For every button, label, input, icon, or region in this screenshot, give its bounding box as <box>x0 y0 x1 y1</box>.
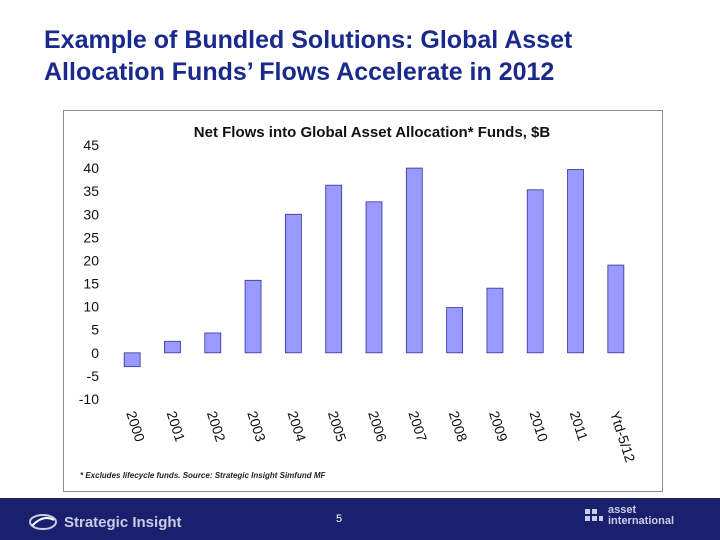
bars <box>123 167 625 368</box>
x-tick-label: 2006 <box>365 409 390 444</box>
y-tick-label: 40 <box>83 160 99 176</box>
y-tick-label: 35 <box>83 183 99 199</box>
logo-grid-icon <box>585 509 603 521</box>
bar-2005 <box>325 184 343 354</box>
y-tick-label: -10 <box>79 391 99 407</box>
bar-chart: Net Flows into Global Asset Allocation* … <box>79 124 639 464</box>
x-tick-label: 2008 <box>446 409 471 444</box>
x-axis-ticks: 2000 2001 2002 2003 2004 2005 2006 2007 2008 2009… <box>123 409 638 464</box>
x-tick-label: 2009 <box>486 409 511 444</box>
y-axis-ticks: 45 40 35 30 25 20 15 10 5 0 -5 -10 <box>79 137 99 407</box>
y-tick-label: 25 <box>83 229 99 245</box>
y-tick-label: 0 <box>91 345 99 361</box>
x-tick-label: 2010 <box>526 409 551 444</box>
slide-title: Example of Bundled Solutions: Global Ass… <box>44 24 704 88</box>
asset-text: asset <box>608 504 637 516</box>
bar-2010 <box>526 189 544 354</box>
bar-2008 <box>446 307 464 354</box>
slide-title-line2: Allocation Funds’ Flows Accelerate in 20… <box>44 58 555 86</box>
x-tick-label: 2003 <box>244 409 269 444</box>
x-tick-label: 2004 <box>285 409 310 444</box>
x-tick-label: 2001 <box>164 409 189 444</box>
chart-title: Net Flows into Global Asset Allocation* … <box>194 124 551 141</box>
x-tick-label: Ytd-5/12 <box>607 409 639 464</box>
y-tick-label: 5 <box>91 322 99 338</box>
x-tick-label: 2002 <box>204 409 229 444</box>
page-number: 5 <box>336 513 343 525</box>
asset-international-logo: asset international <box>584 505 674 527</box>
y-tick-label: 30 <box>83 206 99 222</box>
y-tick-label: -5 <box>87 368 100 384</box>
x-tick-label: 2007 <box>405 409 430 444</box>
bar-2011 <box>567 169 584 354</box>
bar-2000 <box>123 352 141 368</box>
bar-2004 <box>284 213 302 354</box>
slide-title-line1: Example of Bundled Solutions: Global Ass… <box>44 26 573 54</box>
international-text: international <box>608 515 675 527</box>
logo-swoosh-icon <box>29 514 57 530</box>
strategic-insight-logo: Strategic Insight <box>28 512 182 532</box>
bar-2006 <box>365 201 383 354</box>
x-tick-label: 2000 <box>123 409 148 444</box>
chart-frame: Net Flows into Global Asset Allocation* … <box>63 110 663 492</box>
x-tick-label: 2011 <box>567 409 592 443</box>
bar-2001 <box>164 340 181 354</box>
bar-2003 <box>244 279 262 354</box>
bar-Ytd-5/12 <box>607 264 625 354</box>
chart-footnote: * Excludes lifecycle funds. Source: Stra… <box>80 471 326 480</box>
y-tick-label: 15 <box>83 276 99 292</box>
y-tick-label: 45 <box>83 137 99 153</box>
x-tick-label: 2005 <box>325 409 350 444</box>
y-tick-label: 10 <box>83 299 99 315</box>
strategic-insight-text: Strategic Insight <box>64 513 182 531</box>
bar-2002 <box>204 332 222 354</box>
y-tick-label: 20 <box>83 252 99 268</box>
bar-2007 <box>405 167 423 354</box>
bar-2009 <box>486 287 504 354</box>
